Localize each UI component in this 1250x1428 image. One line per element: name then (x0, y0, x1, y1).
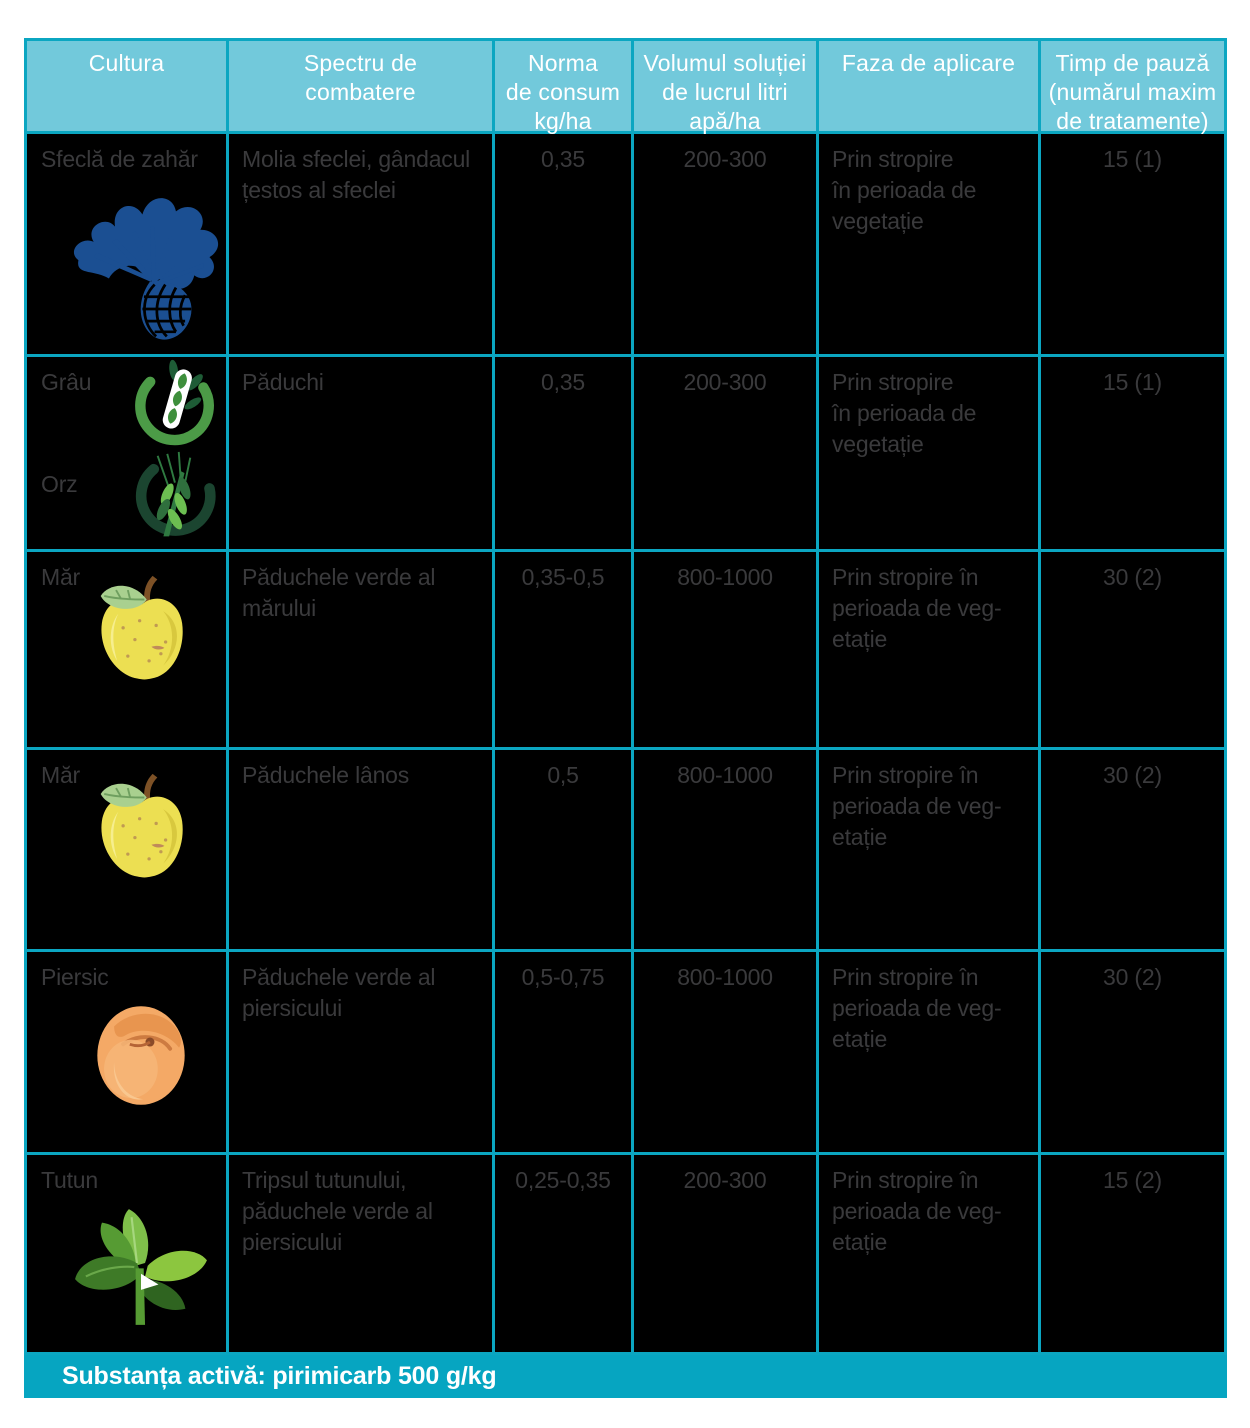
phase-cell: Prin stropire în perioada de veg- etație (819, 552, 1038, 747)
culture-name: Măr (41, 762, 81, 788)
column-header-cultura: Cultura (27, 41, 226, 131)
volume-cell: 200-300 (634, 1155, 816, 1352)
active-substance-text: Substanța activă: pirimicarb 500 g/kg (62, 1362, 497, 1390)
volume-cell: 800-1000 (634, 952, 816, 1152)
phase-cell: Prin stropire în perioada de vegetație (819, 134, 1038, 354)
culture-cell-wheat-barley: Grâu Orz (27, 357, 226, 549)
spectrum-cell: Păduchele verde al piersicului (229, 952, 492, 1152)
peach-icon (97, 1006, 185, 1105)
sugar-beet-icon (73, 198, 219, 340)
phase-cell: Prin stropire în perioada de vegetație (819, 357, 1038, 549)
column-header-norma: Norma de consum kg/ha (495, 41, 631, 134)
rate-cell: 0,5-0,75 (495, 952, 631, 1152)
culture-name: Sfeclă de zahăr (41, 146, 198, 172)
rate-cell: 0,35 (495, 357, 631, 549)
culture-name: Grâu (41, 369, 92, 395)
pause-cell: 30 (2) (1041, 952, 1224, 1152)
culture-cell-peach: Piersic (27, 952, 226, 1152)
rate-cell: 0,25-0,35 (495, 1155, 631, 1352)
active-substance-bar: Substanța activă: pirimicarb 500 g/kg (24, 1355, 1227, 1398)
pause-cell: 15 (1) (1041, 357, 1224, 549)
apple-icon (100, 575, 183, 680)
pause-cell: 30 (2) (1041, 552, 1224, 747)
culture-name: Măr (41, 564, 81, 590)
column-header-timp: Timp de pauză (numărul maxim de tratamen… (1041, 41, 1224, 134)
wheat-icon (135, 359, 214, 446)
apple-icon (100, 773, 183, 878)
culture-cell-tobacco: Tutun (27, 1155, 226, 1352)
rate-cell: 0,35-0,5 (495, 552, 631, 747)
culture-name: Piersic (41, 964, 109, 990)
spectrum-cell: Păduchi (229, 357, 492, 549)
volume-cell: 200-300 (634, 134, 816, 354)
column-header-spectru: Spectru de combatere (229, 41, 492, 131)
volume-cell: 800-1000 (634, 552, 816, 747)
phase-cell: Prin stropire în perioada de veg- etație (819, 1155, 1038, 1352)
culture-cell-sugar-beet: Sfeclă de zahăr (27, 134, 226, 354)
barley-icon (135, 451, 216, 537)
culture-cell-apple: Măr (27, 750, 226, 949)
culture-name: Tutun (41, 1167, 98, 1193)
pause-cell: 30 (2) (1041, 750, 1224, 949)
spectrum-cell: Molia sfeclei, gândacul țestos al sfecle… (229, 134, 492, 354)
phase-cell: Prin stropire în perioada de veg- etație (819, 952, 1038, 1152)
volume-cell: 200-300 (634, 357, 816, 549)
spectrum-cell: Tripsul tutunului, păduchele verde al pi… (229, 1155, 492, 1352)
spectrum-cell: Păduchele verde al mărului (229, 552, 492, 747)
culture-name: Orz (41, 471, 78, 497)
culture-cell-apple: Măr (27, 552, 226, 747)
tobacco-icon (75, 1209, 207, 1325)
column-header-volum: Volumul soluției de lucrul litri apă/ha (634, 41, 816, 134)
volume-cell: 800-1000 (634, 750, 816, 949)
phase-cell: Prin stropire în perioada de veg- etație (819, 750, 1038, 949)
spectrum-cell: Păduchele lânos (229, 750, 492, 949)
column-header-faza: Faza de aplicare (819, 41, 1038, 131)
pause-cell: 15 (2) (1041, 1155, 1224, 1352)
rate-cell: 0,5 (495, 750, 631, 949)
product-table: Cultura Spectru de combatere Norma de co… (24, 38, 1227, 1355)
rate-cell: 0,35 (495, 134, 631, 354)
pause-cell: 15 (1) (1041, 134, 1224, 354)
